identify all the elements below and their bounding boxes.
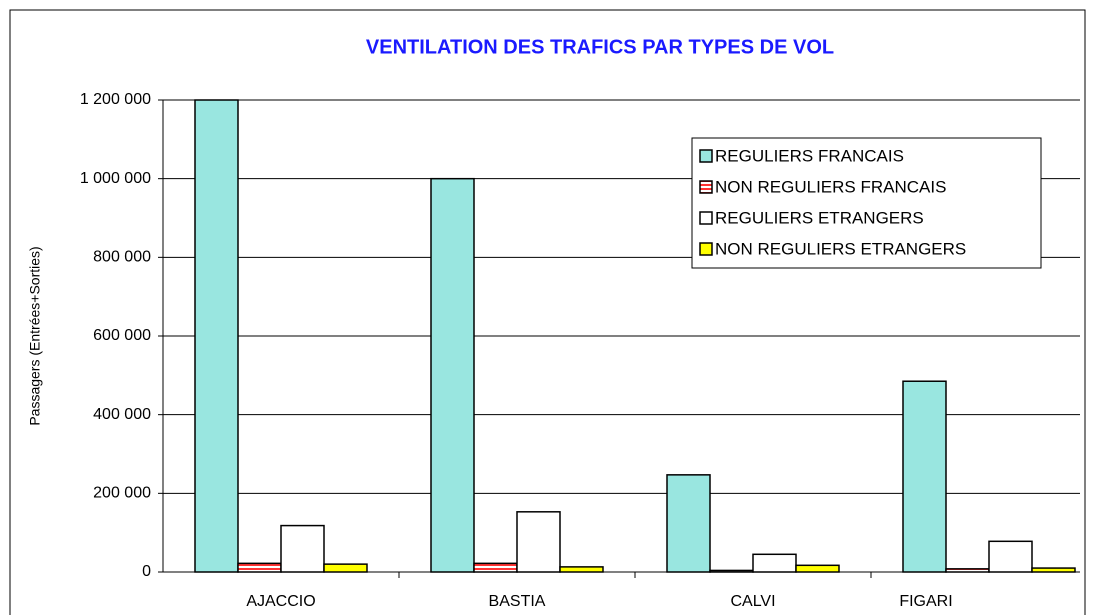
legend-swatch [699, 149, 713, 163]
bar [516, 511, 561, 573]
y-tick-label: 0 [142, 563, 151, 580]
legend-swatch [699, 242, 713, 256]
y-tick-label: 400 000 [93, 406, 151, 423]
bar [559, 566, 604, 573]
bar [473, 562, 518, 573]
x-tick-label: CALVI [730, 593, 775, 610]
y-tick-label: 600 000 [93, 327, 151, 344]
bar [430, 177, 475, 573]
bar [902, 380, 947, 573]
x-tick-label: FIGARI [899, 593, 952, 610]
legend-swatch [699, 211, 713, 225]
legend-swatch [699, 180, 713, 194]
bar [1031, 567, 1076, 573]
bar [237, 562, 282, 573]
legend-label: NON REGULIERS ETRANGERS [715, 239, 966, 258]
legend-label: NON REGULIERS FRANCAIS [715, 177, 946, 196]
bar [795, 564, 840, 573]
bar [666, 474, 711, 573]
bar [988, 540, 1033, 573]
y-tick-label: 200 000 [93, 485, 151, 502]
x-tick-label: AJACCIO [246, 593, 315, 610]
legend-label: REGULIERS FRANCAIS [715, 146, 904, 165]
y-axis-label: Passagers (Entrées+Sorties) [27, 246, 43, 425]
y-tick-label: 1 200 000 [80, 91, 151, 108]
x-tick-label: BASTIA [489, 593, 546, 610]
bar [194, 99, 239, 573]
bar [280, 524, 325, 573]
bar [323, 563, 368, 573]
bar [752, 553, 797, 573]
y-tick-label: 800 000 [93, 249, 151, 266]
legend-box [691, 137, 1042, 269]
legend-label: REGULIERS ETRANGERS [715, 208, 924, 227]
y-tick-label: 1 000 000 [80, 170, 151, 187]
chart-title: VENTILATION DES TRAFICS PAR TYPES DE VOL [366, 36, 834, 58]
